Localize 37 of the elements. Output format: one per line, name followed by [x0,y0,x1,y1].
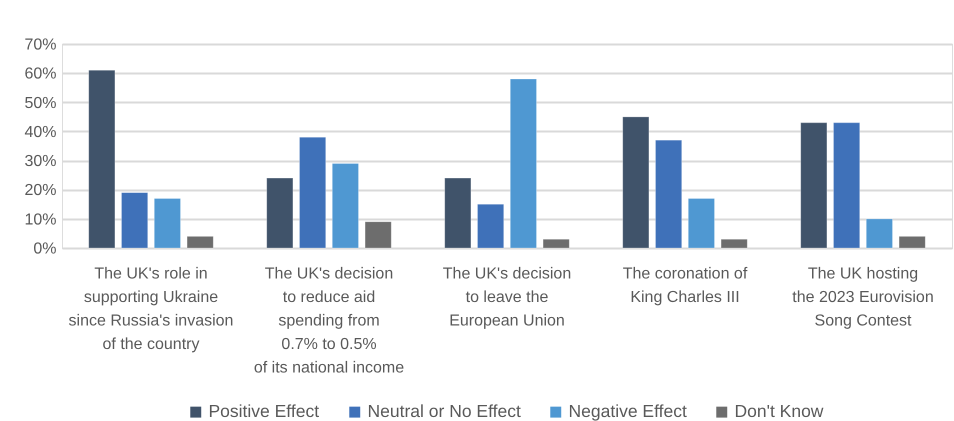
bar [655,140,682,248]
bar [364,221,392,248]
bar [186,236,214,248]
bar [299,136,326,248]
bar [542,238,570,248]
bar [266,178,294,248]
bar [477,204,504,248]
y-tick-label: 30% [24,153,56,170]
legend-label: Don't Know [734,401,824,421]
bar [88,70,116,248]
bar [121,192,148,248]
bar [688,198,715,248]
x-tick-label: The UK's decision to reduce aid spending from 0.7% to 0.5% of its national income [254,266,404,376]
y-tick-label: 0% [33,240,56,258]
bar [622,116,650,248]
bar [154,198,181,248]
bar [898,236,926,248]
y-tick-label: 50% [24,94,56,112]
x-tick-label: The UK's role in supporting Ukraine since Russia's invasion of the country [68,266,234,353]
legend-label: Positive Effect [208,401,320,421]
bar [720,238,748,248]
legend-label: Neutral or No Effect [368,401,521,421]
bar [866,218,893,248]
x-tick-label: The UK hosting the 2023 Eurovision Song Contest [792,266,934,330]
y-tick-label: 20% [24,182,56,200]
bar [800,122,828,248]
x-tick-label: The coronation of King Charles III [622,266,748,306]
x-tick-label: The UK's decision to leave the European Union [442,266,572,330]
y-tick-label: 10% [24,211,56,228]
bar [332,163,359,248]
y-tick-label: 40% [24,124,56,141]
legend-label: Negative Effect [568,401,687,421]
bar [510,78,537,248]
y-tick-label: 70% [24,36,56,54]
y-tick-label: 60% [24,66,56,83]
bar [833,122,860,248]
bar [444,178,472,248]
